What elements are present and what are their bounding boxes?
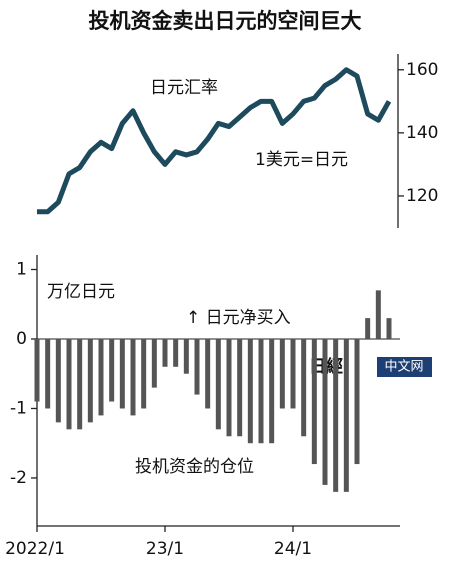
watermark: 中文网 — [384, 360, 423, 375]
y-tick-label: 1 — [16, 259, 27, 279]
bar — [386, 318, 392, 339]
series-label: 日元汇率 — [150, 78, 218, 98]
y-tick-label: -1 — [10, 398, 27, 418]
bar — [301, 338, 307, 437]
annotation: ↑ 日元净买入 — [186, 308, 291, 328]
bar — [365, 318, 371, 339]
bar — [173, 338, 179, 367]
unit-label: 万亿日元 — [47, 282, 115, 302]
bar — [109, 338, 115, 402]
bar — [34, 338, 40, 402]
annotation: 1美元=日元 — [255, 150, 348, 170]
bar — [237, 338, 243, 437]
y-tick-label: 0 — [16, 329, 27, 349]
watermark-box — [377, 357, 432, 377]
bar — [279, 338, 285, 409]
bar — [343, 338, 349, 492]
y-tick-label: -2 — [10, 468, 27, 488]
chart-title: 投机资金卖出日元的空间巨大 — [89, 9, 362, 33]
bar — [333, 338, 339, 492]
bar — [130, 338, 136, 416]
bar — [322, 338, 328, 485]
bar — [66, 338, 72, 430]
bar — [194, 338, 200, 395]
line — [37, 67, 392, 215]
bar — [247, 338, 253, 444]
bar — [269, 338, 275, 444]
x-tick-label: 23/1 — [146, 539, 184, 559]
bar — [215, 338, 221, 430]
bar — [258, 338, 264, 444]
series-label: 投机资金的仓位 — [135, 457, 254, 477]
bar — [290, 338, 296, 409]
bar — [311, 338, 317, 465]
bar — [55, 338, 61, 423]
bar — [354, 338, 360, 465]
x-tick-label: 2022/1 — [5, 539, 65, 559]
bar — [77, 338, 83, 430]
bar — [205, 338, 211, 409]
bar — [183, 338, 189, 374]
bar — [226, 338, 232, 437]
bar — [162, 338, 168, 367]
bar — [375, 290, 381, 339]
y-tick-label: 120 — [406, 186, 438, 206]
bar — [119, 338, 125, 409]
y-tick-label: 140 — [406, 123, 438, 143]
bar — [87, 338, 93, 423]
bar — [45, 338, 51, 409]
y-tick-label: 160 — [406, 60, 438, 80]
x-tick-label: 24/1 — [274, 539, 312, 559]
bar — [151, 338, 157, 388]
bar — [141, 338, 147, 409]
bar — [98, 338, 104, 416]
